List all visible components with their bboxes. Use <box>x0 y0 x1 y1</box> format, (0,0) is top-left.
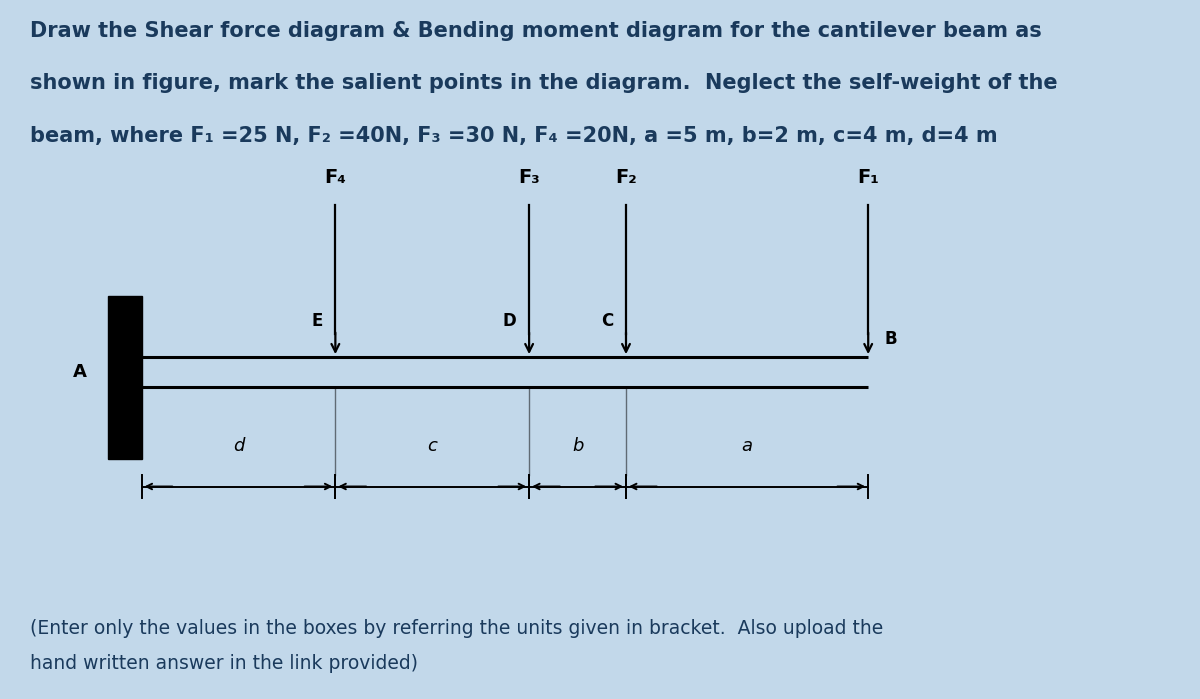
Text: shown in figure, mark the salient points in the diagram.  Neglect the self-weigh: shown in figure, mark the salient points… <box>30 73 1057 94</box>
Text: F₃: F₃ <box>518 168 540 187</box>
Text: a: a <box>742 437 752 454</box>
Text: F₁: F₁ <box>857 168 880 187</box>
Text: d: d <box>233 437 244 454</box>
Text: D: D <box>503 312 516 330</box>
Text: A: A <box>73 363 88 381</box>
Text: B: B <box>886 330 898 348</box>
Text: F₄: F₄ <box>324 168 347 187</box>
Text: b: b <box>572 437 583 454</box>
Bar <box>108 296 142 459</box>
Text: beam, where F₁ =25 N, F₂ =40N, F₃ =30 N, F₄ =20N, a =5 m, b=2 m, c=4 m, d=4 m: beam, where F₁ =25 N, F₂ =40N, F₃ =30 N,… <box>30 126 997 146</box>
Text: c: c <box>427 437 437 454</box>
Text: E: E <box>311 312 323 330</box>
Text: F₂: F₂ <box>616 168 637 187</box>
Text: C: C <box>601 312 613 330</box>
Text: (Enter only the values in the boxes by referring the units given in bracket.  Al: (Enter only the values in the boxes by r… <box>30 619 883 637</box>
Text: hand written answer in the link provided): hand written answer in the link provided… <box>30 654 418 672</box>
Text: Draw the Shear force diagram & Bending moment diagram for the cantilever beam as: Draw the Shear force diagram & Bending m… <box>30 21 1042 41</box>
